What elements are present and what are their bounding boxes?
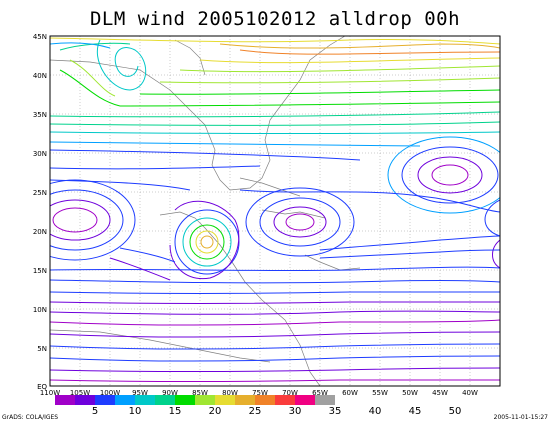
lat-label: 25N — [33, 189, 47, 197]
wind-speed-colorbar — [55, 395, 335, 405]
lon-label: 80W — [222, 389, 238, 397]
lon-label: 70W — [282, 389, 298, 397]
colorbar-swatch — [175, 395, 195, 405]
grads-credit: GrADS: COLA/IGES — [2, 414, 59, 421]
latitude-axis: 45N 40N 35N 30N 25N 20N 15N 10N 5N EQ — [33, 33, 48, 391]
lon-label: 85W — [192, 389, 208, 397]
colorbar-swatch — [115, 395, 135, 405]
colorbar-label: 30 — [289, 406, 302, 417]
colorbar-label: 35 — [329, 406, 342, 417]
colorbar-swatch — [95, 395, 115, 405]
colorbar-swatch — [55, 395, 75, 405]
colorbar-label: 15 — [169, 406, 182, 417]
longitude-axis: 110W 105W 100W 95W 90W 85W 80W 75W 70W 6… — [40, 389, 478, 397]
lat-label: 5N — [37, 345, 47, 353]
colorbar-label: 40 — [369, 406, 382, 417]
lon-label: 40W — [462, 389, 478, 397]
coastlines — [50, 36, 361, 386]
lat-label: 10N — [33, 306, 47, 314]
lon-label: 105W — [70, 389, 90, 397]
colorbar-swatch — [315, 395, 335, 405]
colorbar-swatch — [75, 395, 95, 405]
colorbar-swatch — [255, 395, 275, 405]
colorbar-label: 20 — [209, 406, 222, 417]
lon-label: 110W — [40, 389, 60, 397]
colorbar-swatch — [155, 395, 175, 405]
lon-label: 50W — [402, 389, 418, 397]
colorbar-swatch — [275, 395, 295, 405]
lat-label: EQ — [37, 383, 47, 391]
colorbar-label: 50 — [449, 406, 462, 417]
lat-label: 35N — [33, 111, 47, 119]
streamlines — [50, 37, 500, 382]
lat-label: 15N — [33, 267, 47, 275]
colorbar-swatch — [235, 395, 255, 405]
colorbar-swatch — [195, 395, 215, 405]
colorbar-label: 10 — [129, 406, 142, 417]
colorbar-swatch — [295, 395, 315, 405]
plot-frame — [49, 35, 501, 387]
colorbar-labels: 5 10 15 20 25 30 35 40 45 50 — [92, 406, 462, 417]
colorbar-label: 45 — [409, 406, 422, 417]
lon-label: 100W — [100, 389, 120, 397]
lon-label: 60W — [342, 389, 358, 397]
colorbar-label: 25 — [249, 406, 262, 417]
lat-label: 45N — [33, 33, 47, 41]
lon-label: 90W — [162, 389, 178, 397]
lon-label: 95W — [132, 389, 148, 397]
lat-label: 30N — [33, 150, 47, 158]
plot-area — [50, 36, 500, 386]
lon-label: 65W — [312, 389, 328, 397]
lat-label: 40N — [33, 72, 47, 80]
colorbar-swatch — [135, 395, 155, 405]
lat-label: 20N — [33, 228, 47, 236]
colorbar-label: 5 — [92, 406, 98, 417]
colorbar-swatch — [215, 395, 235, 405]
lon-label: 45W — [432, 389, 448, 397]
lon-label: 55W — [372, 389, 388, 397]
timestamp: 2005-11-01-15:27 — [493, 414, 548, 421]
map-title: DLM wind 2005102012 alldrop 00h — [89, 8, 461, 30]
lon-label: 75W — [252, 389, 268, 397]
